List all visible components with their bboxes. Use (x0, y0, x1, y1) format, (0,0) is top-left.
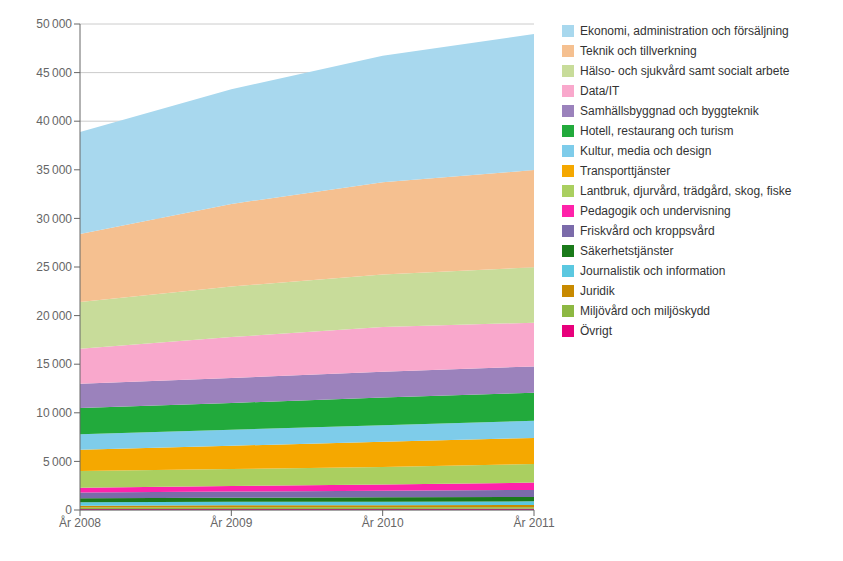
html-text:Journalistik och information: Journalistik och information (580, 264, 726, 278)
svg-text:0: 0 (65, 503, 72, 517)
html-text:Hotell, restaurang och turism: Hotell, restaurang och turism (580, 124, 734, 138)
svg-text:35 000: 35 000 (36, 163, 72, 177)
html-text:Säkerhetstjänster: Säkerhetstjänster (580, 244, 674, 258)
svg-text:År 2008: År 2008 (59, 515, 101, 530)
svg-text:40 000: 40 000 (36, 114, 72, 128)
html-text:Teknik och tillverkning: Teknik och tillverkning (580, 44, 697, 58)
svg-text:År 2009: År 2009 (210, 515, 252, 530)
html-text:Samhällsbyggnad och byggteknik: Samhällsbyggnad och byggteknik (580, 104, 759, 118)
svg-text:30 000: 30 000 (36, 212, 72, 226)
html-text:Kultur, media och design: Kultur, media och design (580, 144, 712, 158)
svg-text:25 000: 25 000 (36, 260, 72, 274)
svg-text:5 000: 5 000 (43, 455, 72, 469)
svg-text:År 2011: År 2011 (513, 515, 554, 530)
html-text:Övrigt: Övrigt (580, 324, 612, 338)
html-text:Juridik: Juridik (580, 284, 615, 298)
svg-text:År 2010: År 2010 (362, 515, 404, 530)
html-text:Lantbruk, djurvård, trädgård,: Lantbruk, djurvård, trädgård, skog, fisk… (580, 184, 792, 198)
svg-text:45 000: 45 000 (36, 66, 72, 80)
svg-text:50 000: 50 000 (36, 17, 72, 31)
svg-text:15 000: 15 000 (36, 357, 72, 371)
html-text:Transporttjänster: Transporttjänster (580, 164, 671, 178)
svg-text:10 000: 10 000 (36, 406, 72, 420)
html-text:Hälso- och sjukvård samt socia: Hälso- och sjukvård samt socialt arbete (580, 64, 790, 78)
html-text:Miljövård och miljöskydd: Miljövård och miljöskydd (580, 304, 710, 318)
html-text:Ekonomi, administration och fö: Ekonomi, administration och försäljning (580, 24, 789, 38)
html-text:Data/IT: Data/IT (580, 84, 620, 98)
svg-text:20 000: 20 000 (36, 309, 72, 323)
html-text:Friskvård och kroppsvård: Friskvård och kroppsvård (580, 224, 715, 238)
html-text:Pedagogik och undervisning: Pedagogik och undervisning (580, 204, 731, 218)
